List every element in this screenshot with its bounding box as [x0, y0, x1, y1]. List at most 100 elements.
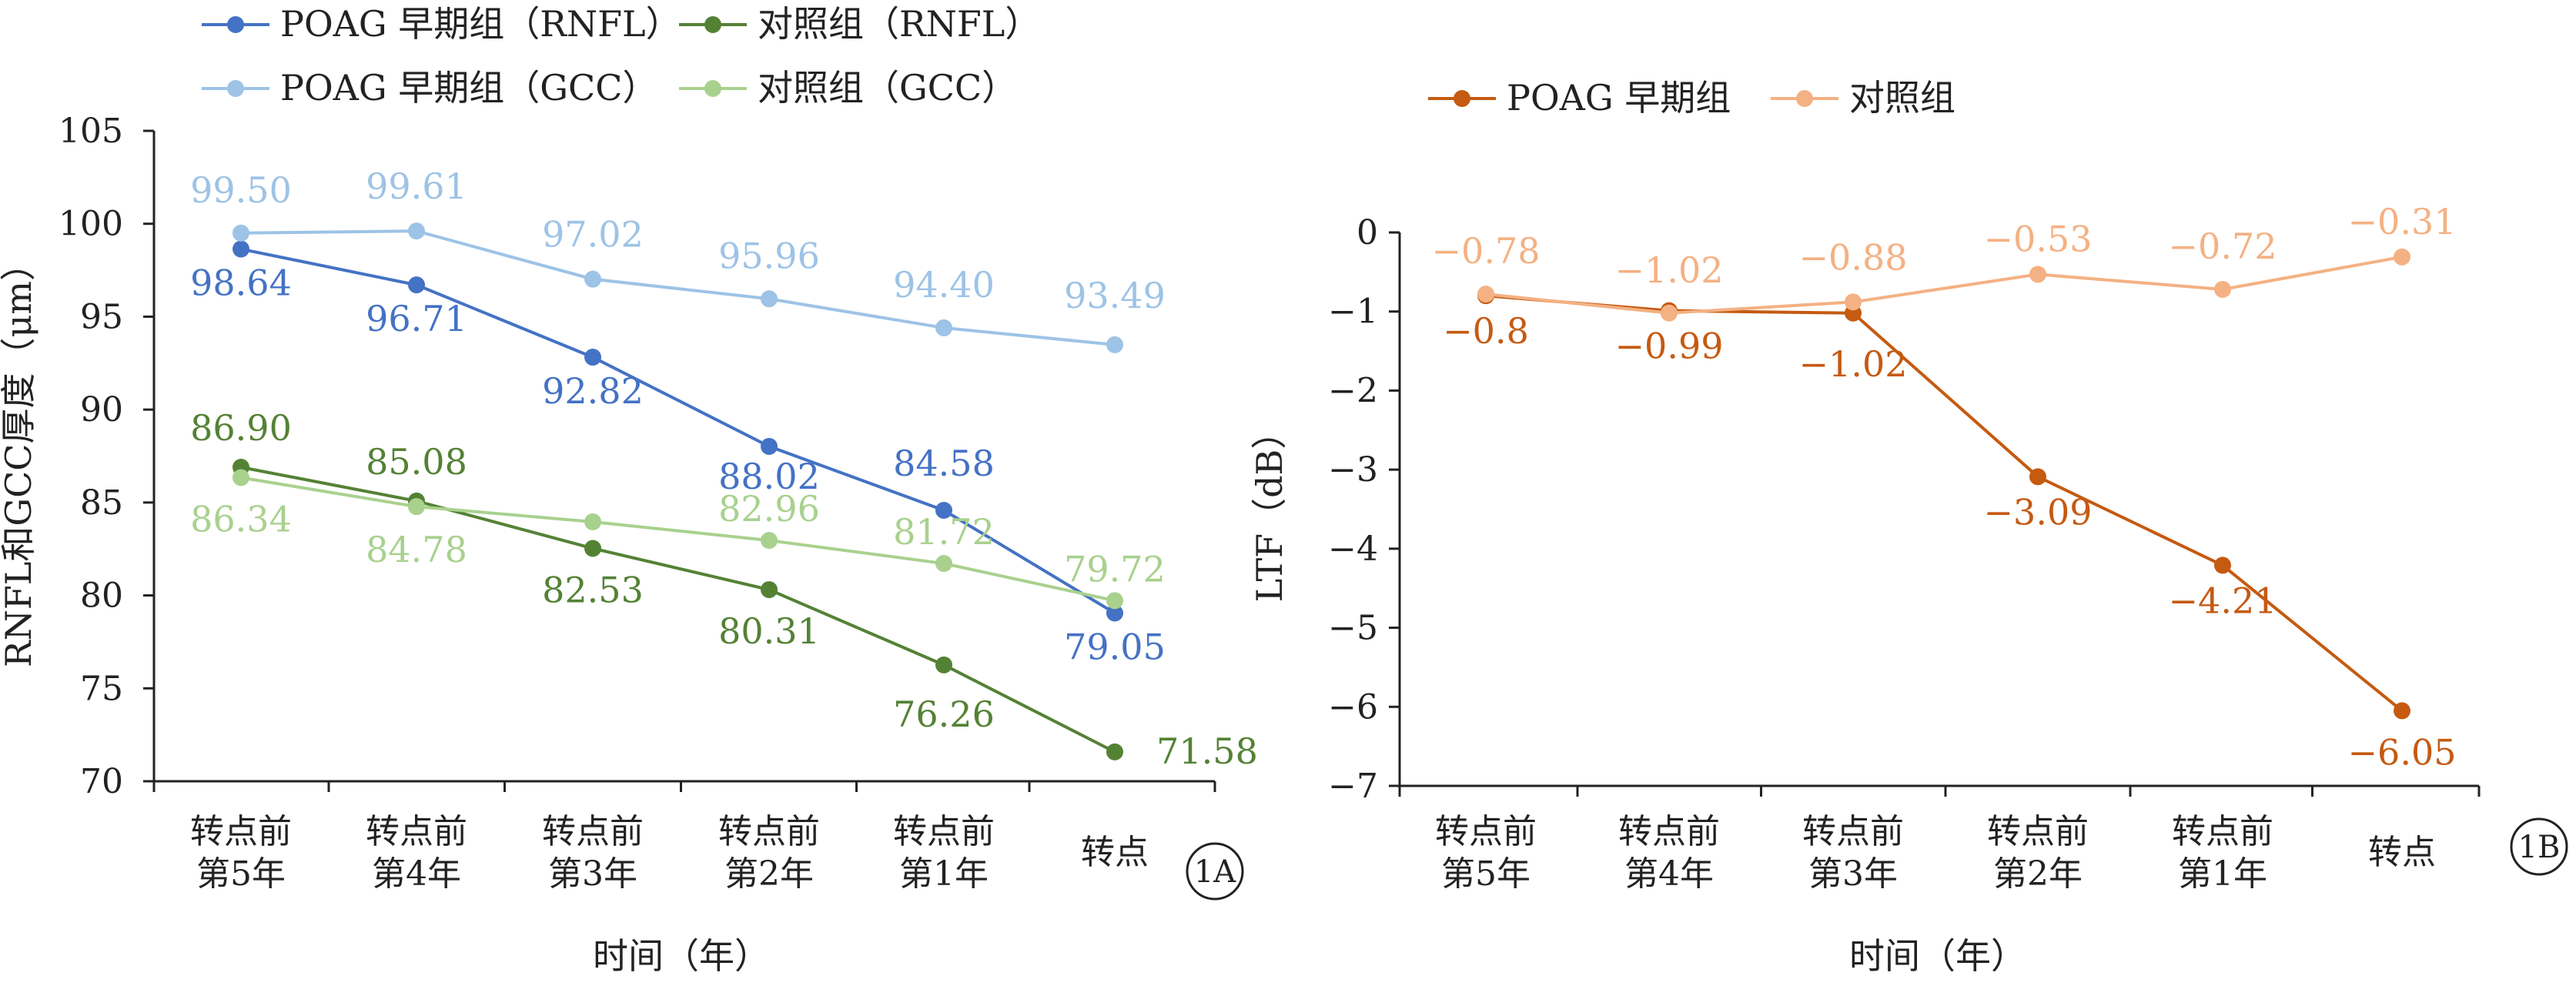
x-tick-label: 第3年 — [548, 854, 637, 894]
data-label: 81.72 — [893, 511, 995, 553]
data-label: −4.21 — [2169, 580, 2277, 621]
series-line — [1485, 255, 2403, 315]
legend-swatch-marker — [227, 16, 244, 33]
legend-entry: 对照组（GCC） — [758, 67, 1017, 109]
y-axis-title: RNFL和GCC厚度（μm） — [0, 246, 39, 667]
y-tick-label: −1 — [1328, 292, 1378, 332]
data-label: −0.88 — [1799, 236, 1908, 278]
data-label: 95.96 — [718, 235, 820, 276]
data-label: 86.34 — [190, 499, 292, 540]
data-label: −6.05 — [2348, 731, 2457, 773]
series-line — [1485, 294, 2404, 712]
data-label: 79.72 — [1064, 548, 1166, 590]
y-tick-label: −7 — [1328, 767, 1378, 806]
x-axis-title: 时间（年） — [1849, 935, 2026, 977]
data-point — [233, 469, 249, 486]
data-point — [1477, 286, 1494, 303]
data-point — [761, 532, 778, 550]
panel-label: 1A — [1194, 854, 1236, 890]
data-point — [584, 349, 601, 366]
data-label: −0.99 — [1615, 326, 1724, 367]
data-point — [1106, 592, 1123, 610]
data-label: 97.02 — [542, 214, 644, 256]
x-tick-label: 转点前 — [2172, 812, 2273, 851]
y-tick-label: −4 — [1328, 530, 1378, 569]
data-point — [584, 270, 601, 288]
x-tick-label: 转点前 — [718, 812, 820, 851]
data-point — [2029, 468, 2046, 486]
x-tick-label: 第4年 — [1624, 854, 1714, 894]
data-label: −0.53 — [1984, 218, 2093, 259]
data-point — [1106, 604, 1123, 622]
x-tick-label: 第1年 — [899, 854, 989, 894]
y-tick-label: −6 — [1328, 687, 1378, 727]
data-point — [761, 290, 778, 308]
data-point — [935, 656, 952, 673]
y-tick-label: 70 — [80, 762, 123, 801]
x-tick-label: 转点前 — [190, 812, 292, 851]
data-point — [1106, 336, 1123, 353]
data-label: 88.02 — [718, 456, 820, 497]
data-point — [935, 555, 952, 573]
series-line — [240, 466, 1116, 754]
legend-entry: 对照组 — [1849, 77, 1955, 119]
x-tick-label: 第5年 — [196, 854, 286, 894]
data-point — [935, 319, 952, 336]
panel-b-ltf-chart: 0−1−2−3−4−5−6−7转点前第5年转点前第4年转点前第3年转点前第2年转… — [1249, 77, 2568, 977]
legend-swatch-marker — [1454, 90, 1470, 107]
x-tick-label: 转点前 — [542, 812, 644, 851]
panel-label-circle — [1186, 842, 1244, 901]
legend-entry: POAG 早期组（RNFL） — [280, 3, 681, 45]
data-point — [408, 276, 425, 294]
y-tick-label: 90 — [80, 390, 123, 429]
y-tick-label: 85 — [80, 483, 123, 523]
x-tick-label: 第4年 — [372, 854, 461, 894]
data-point — [2029, 266, 2046, 283]
data-label: 98.64 — [190, 262, 292, 304]
data-label: −1.02 — [1615, 249, 1724, 291]
data-point — [408, 498, 425, 516]
x-axis-title: 时间（年） — [593, 935, 770, 977]
data-label: 71.58 — [1156, 730, 1258, 772]
data-label: −0.31 — [2348, 201, 2457, 242]
legend-swatch-marker — [704, 16, 721, 33]
data-point — [1661, 304, 1678, 322]
data-label: 79.05 — [1064, 627, 1166, 668]
data-label: 94.40 — [893, 264, 995, 306]
series-line — [240, 476, 1116, 603]
data-point — [2214, 557, 2231, 574]
data-label: −0.78 — [1432, 230, 1541, 272]
data-label: −0.72 — [2169, 226, 2277, 267]
x-tick-label: 第3年 — [1808, 854, 1898, 894]
data-label: −1.02 — [1799, 343, 1908, 385]
legend-swatch-marker — [1796, 90, 1813, 107]
legend-entry: POAG 早期组（GCC） — [280, 67, 657, 109]
data-point — [2214, 280, 2231, 298]
data-label: 82.53 — [542, 569, 644, 610]
legend-entry: 对照组（RNFL） — [758, 3, 1040, 45]
data-point — [1845, 293, 1862, 311]
data-point — [2394, 248, 2410, 266]
data-label: 76.26 — [893, 694, 995, 735]
x-tick-label: 转点 — [2368, 833, 2436, 872]
data-label: 99.50 — [190, 169, 292, 211]
data-point — [2394, 702, 2410, 720]
data-point — [761, 581, 778, 599]
x-tick-label: 第2年 — [1993, 854, 2083, 894]
x-tick-label: 转点 — [1081, 833, 1149, 872]
data-label: 86.90 — [190, 407, 292, 449]
y-tick-label: −3 — [1328, 450, 1378, 490]
y-tick-label: 105 — [59, 112, 123, 151]
y-axis-title: LTF（dB） — [1249, 414, 1290, 603]
data-label: 93.49 — [1064, 275, 1166, 316]
data-label: 99.61 — [366, 165, 467, 207]
legend-entry: POAG 早期组 — [1507, 77, 1731, 119]
legend-swatch-marker — [704, 80, 721, 97]
data-label: 84.58 — [893, 443, 995, 484]
y-tick-label: 75 — [80, 669, 123, 708]
x-tick-label: 转点前 — [1435, 812, 1537, 851]
x-tick-label: 转点前 — [893, 812, 995, 851]
panel-label-circle — [2510, 817, 2568, 876]
data-point — [233, 240, 249, 258]
x-tick-label: 转点前 — [1802, 812, 1904, 851]
